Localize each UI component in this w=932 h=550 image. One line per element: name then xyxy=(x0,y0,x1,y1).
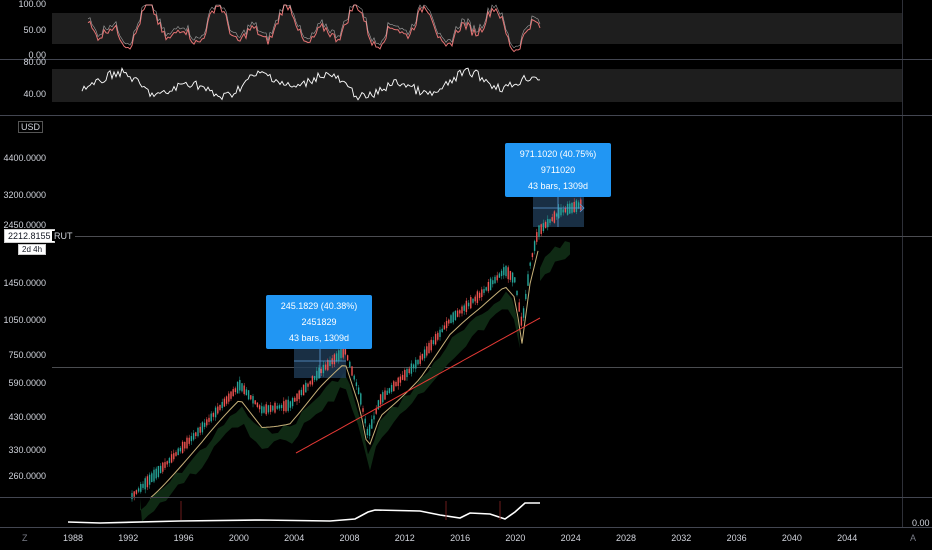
stoch-ytick-100: 100.00 xyxy=(18,0,46,9)
ticker-label[interactable]: RUT xyxy=(52,231,75,241)
time-axis-tick: 1992 xyxy=(118,533,138,543)
price-ytick: 430.0000 xyxy=(8,412,46,422)
time-axis-tick: 2020 xyxy=(505,533,525,543)
measure-label-2-line1: 971.1020 (40.75%) 9711020 xyxy=(519,149,597,175)
auto-scale-button[interactable]: A xyxy=(910,533,917,543)
time-axis-tick: 1996 xyxy=(174,533,194,543)
stoch-ytick-0: 0.00 xyxy=(28,50,46,60)
currency-label[interactable]: USD xyxy=(18,121,44,133)
time-axis-tick: 2028 xyxy=(616,533,636,543)
time-axis-tick: 2044 xyxy=(837,533,857,543)
time-axis-tick: 2012 xyxy=(395,533,415,543)
time-axis-tick: 2036 xyxy=(727,533,747,543)
price-ytick: 590.0000 xyxy=(8,378,46,388)
moving-average-mid xyxy=(149,250,539,499)
price-ytick: 1050.0000 xyxy=(3,315,46,325)
time-axis-tick: 1988 xyxy=(63,533,83,543)
cloud-area-2 xyxy=(540,241,570,282)
measure-label-2-line2: 43 bars, 1309d xyxy=(527,181,589,191)
timezone-button[interactable]: Z xyxy=(22,533,28,543)
bar-countdown: 2d 4h xyxy=(18,244,47,255)
rsi-ytick-80: 80.00 xyxy=(23,57,46,67)
time-axis-tick: 2040 xyxy=(782,533,802,543)
bottom-ytick-0: 0.00 xyxy=(912,518,930,528)
price-ytick: 750.0000 xyxy=(8,350,46,360)
price-ytick: 3200.0000 xyxy=(3,190,46,200)
time-axis-tick: 2016 xyxy=(450,533,470,543)
stoch-ytick-50: 50.00 xyxy=(23,25,46,35)
stochastic-signal-line xyxy=(87,4,541,49)
measure-label-1-line2: 43 bars, 1309d xyxy=(288,333,350,343)
stochastic-line xyxy=(87,4,541,53)
stochastic-band xyxy=(52,13,902,44)
price-ytick: 2450.0000 xyxy=(3,220,46,230)
time-axis-tick: 2024 xyxy=(561,533,581,543)
rsi-ytick-40: 40.00 xyxy=(23,89,46,99)
rsi-line xyxy=(81,67,541,101)
candlestick-series xyxy=(131,197,582,502)
time-axis-tick: 2008 xyxy=(339,533,359,543)
time-axis[interactable]: 1988 1992 1996 2000 2004 2008 2012 2016 2020 2024… xyxy=(63,533,857,543)
last-price-value: 2212.8155 xyxy=(8,231,51,241)
price-ytick: 1450.0000 xyxy=(3,278,46,288)
measure-label-1-line1: 245.1829 (40.38%) 2451829 xyxy=(280,301,358,327)
price-axis[interactable]: 4400.0000 3200.0000 2450.0000 1450.0000 1050… xyxy=(3,153,46,481)
rsi-pane[interactable]: 80.00 40.00 xyxy=(23,57,902,102)
bottom-indicator-line xyxy=(67,502,540,524)
time-axis-tick: 2032 xyxy=(671,533,691,543)
price-ytick: 260.0000 xyxy=(8,471,46,481)
time-axis-tick: 2000 xyxy=(229,533,249,543)
bottom-indicator-pane[interactable]: 0.00 xyxy=(67,501,930,528)
rsi-band xyxy=(52,69,902,102)
stochastic-pane[interactable]: 100.00 50.00 0.00 xyxy=(18,0,902,60)
measure-label-2[interactable]: 971.1020 (40.75%) 9711020 43 bars, 1309d xyxy=(505,143,611,197)
time-axis-tick: 2004 xyxy=(284,533,304,543)
last-price-badge: 2212.8155 xyxy=(4,229,55,243)
moving-average-long xyxy=(295,317,541,454)
price-ytick: 330.0000 xyxy=(8,445,46,455)
measure-label-1[interactable]: 245.1829 (40.38%) 2451829 43 bars, 1309d xyxy=(266,295,372,349)
cloud-area xyxy=(140,291,520,522)
price-ytick: 4400.0000 xyxy=(3,153,46,163)
